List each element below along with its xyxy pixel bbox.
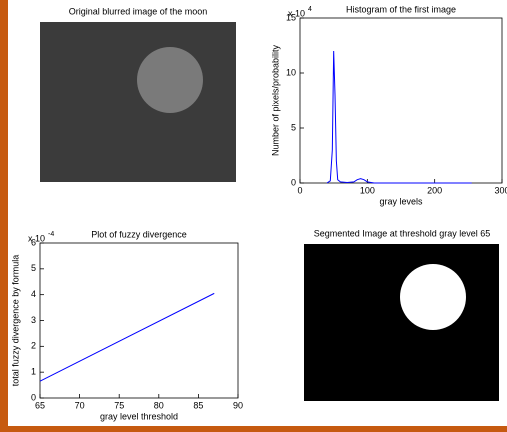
y-tick-label: 15 — [286, 12, 296, 22]
subplot-title: Segmented Image at threshold gray level … — [314, 228, 491, 238]
y-multiplier-power: 4 — [308, 6, 312, 13]
moon — [137, 47, 203, 113]
x-axis-label: gray levels — [379, 196, 423, 206]
y-multiplier-base: x 10 — [28, 233, 45, 243]
y-tick-label: 10 — [286, 67, 296, 77]
data-line — [326, 50, 472, 184]
y-axis-label: Number of pixels/probability — [270, 44, 280, 156]
segmented-image — [304, 244, 499, 401]
x-axis-label: gray level threshold — [100, 411, 178, 421]
subplot-title: Plot of fuzzy divergence — [91, 229, 187, 239]
x-tick-label: 80 — [154, 400, 164, 410]
y-tick-label: 6 — [31, 237, 36, 247]
segment — [400, 264, 466, 330]
y-tick-label: 0 — [291, 177, 296, 187]
y-tick-label: 2 — [31, 341, 36, 351]
moon-image — [40, 22, 236, 182]
y-tick-label: 5 — [291, 122, 296, 132]
y-tick-label: 5 — [31, 263, 36, 273]
x-tick-label: 0 — [297, 185, 302, 195]
y-multiplier-base: x 10 — [288, 8, 305, 18]
x-tick-label: 85 — [193, 400, 203, 410]
y-tick-label: 3 — [31, 315, 36, 325]
x-tick-label: 200 — [427, 185, 442, 195]
y-axis-label: total fuzzy divergence by formula — [10, 255, 20, 387]
x-tick-label: 90 — [233, 400, 243, 410]
subplot-title: Histogram of the first image — [346, 4, 456, 14]
x-tick-label: 65 — [35, 400, 45, 410]
y-tick-label: 0 — [31, 392, 36, 402]
image-background — [304, 244, 499, 401]
y-tick-label: 1 — [31, 367, 36, 377]
y-multiplier-power: -4 — [48, 231, 54, 238]
x-tick-label: 75 — [114, 400, 124, 410]
x-tick-label: 300 — [494, 185, 507, 195]
data-line — [39, 292, 215, 382]
subplot-title: Original blurred image of the moon — [69, 6, 208, 16]
x-tick-label: 100 — [360, 185, 375, 195]
x-tick-label: 70 — [75, 400, 85, 410]
y-tick-label: 4 — [31, 289, 36, 299]
image-background — [40, 22, 236, 182]
